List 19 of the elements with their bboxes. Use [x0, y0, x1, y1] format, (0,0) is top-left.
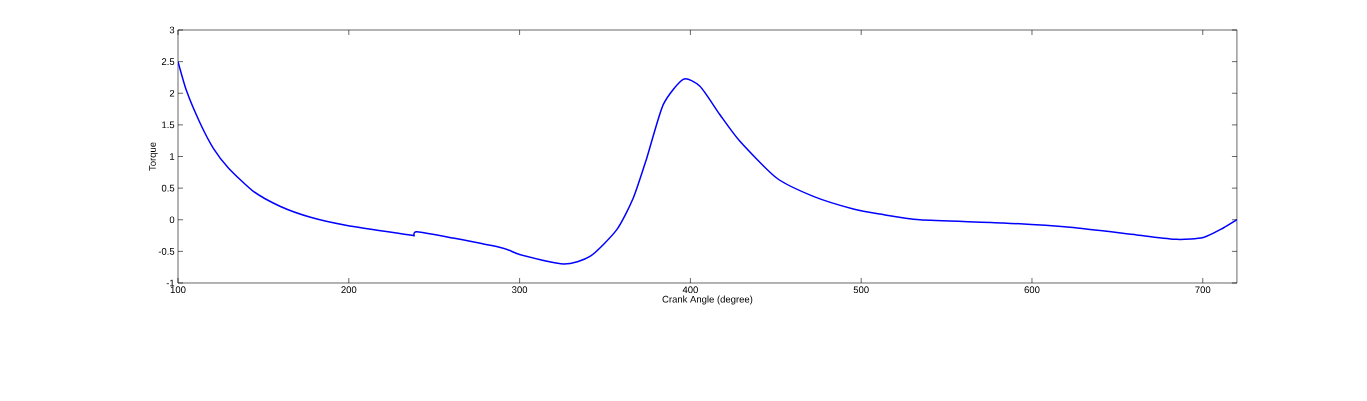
x-tick-label: 700 — [1195, 286, 1211, 294]
y-tick-label: 1.5 — [162, 121, 175, 129]
line-series — [178, 60, 1237, 265]
x-tick-label: 400 — [682, 286, 698, 294]
x-axis-title: Crank Angle (degree) — [662, 295, 753, 305]
y-tick-label: 1 — [170, 153, 175, 160]
y-axis-title: Torque — [149, 142, 158, 171]
x-tick-label: 500 — [853, 286, 869, 294]
y-tick-label: -1 — [166, 279, 175, 287]
y-tick-label: 2 — [169, 89, 175, 97]
y-tick-label: 0.5 — [161, 184, 175, 192]
x-tick-label: 600 — [1024, 286, 1040, 294]
y-tick-label: -0.5 — [158, 248, 175, 255]
x-tick-label: 100 — [170, 286, 186, 294]
y-tick-label: 2.5 — [161, 58, 175, 65]
x-tick-label: 300 — [512, 286, 528, 294]
x-tick-label: 200 — [341, 286, 357, 294]
y-tick-label: 3 — [169, 26, 175, 34]
y-tick-label: 0 — [169, 216, 175, 224]
